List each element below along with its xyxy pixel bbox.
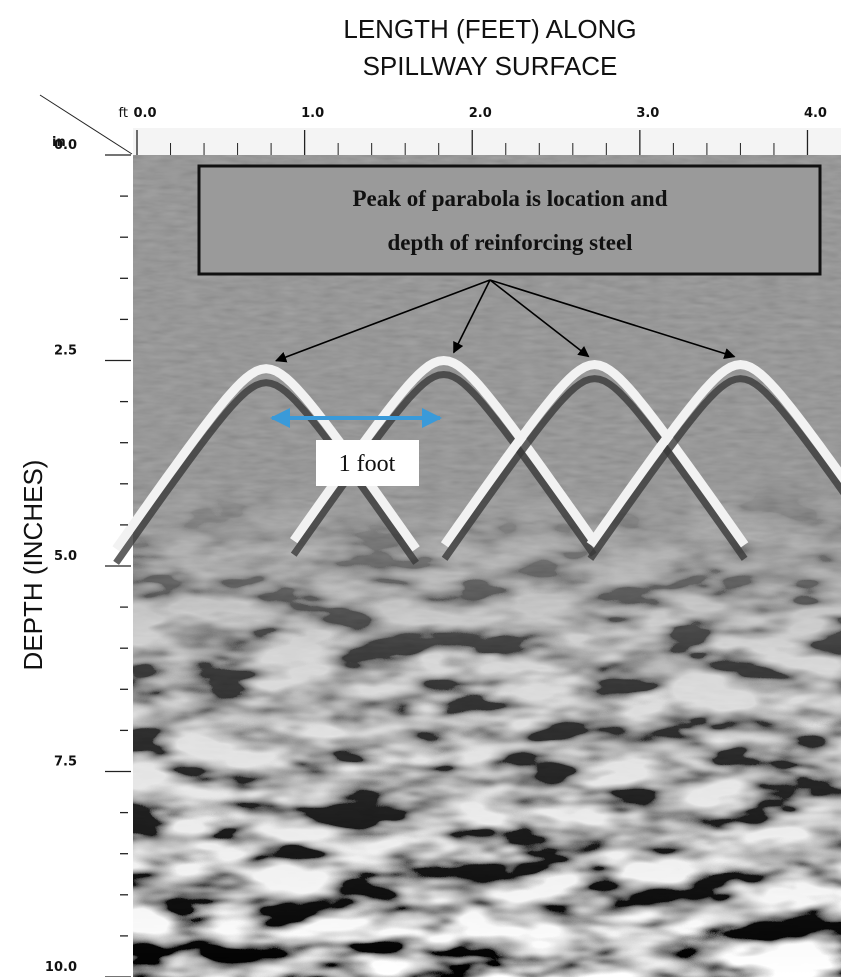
x-axis-title: LENGTH (FEET) ALONG: [343, 14, 636, 44]
deep-reflections: [133, 480, 841, 977]
pointer-arrow: [489, 279, 590, 358]
x-unit: ft: [119, 106, 128, 121]
reflection-shadow: [441, 375, 748, 561]
x-axis-strip: [133, 128, 841, 155]
y-tick-label: 5.0: [54, 549, 77, 564]
x-tick-label: 4.0: [804, 106, 827, 121]
x-tick-label: 2.0: [469, 106, 492, 121]
corner-diagonal: [39, 94, 133, 155]
reflection-shadow: [587, 375, 841, 561]
annotation-box: [197, 164, 822, 276]
annotation: Peak of parabola is location and depth o…: [197, 164, 822, 486]
y-unit: in: [52, 135, 66, 150]
plot-area: [112, 155, 841, 977]
x-tick-label: 3.0: [636, 106, 659, 121]
reflection-shadow: [113, 379, 419, 565]
pointer-arrow: [275, 279, 491, 363]
scale-label: 1 foot: [339, 451, 396, 477]
y-tick-label: 10.0: [45, 960, 77, 975]
y-tick-label: 2.5: [54, 344, 77, 359]
pointer-arrow: [453, 279, 491, 354]
annotation-text: depth of reinforcing steel: [387, 230, 632, 255]
x-axis-title: SPILLWAY SURFACE: [363, 51, 618, 81]
scale-box: [316, 440, 419, 486]
annotation-text: Peak of parabola is location and: [352, 186, 667, 211]
reflection: [440, 360, 749, 548]
y-tick-label: 0.0: [54, 138, 77, 153]
x-tick-label: 0.0: [133, 106, 156, 121]
pointer-arrow: [489, 279, 736, 359]
reflection: [586, 360, 841, 548]
x-tick-label: 1.0: [301, 106, 324, 121]
y-axis-title: DEPTH (INCHES): [18, 460, 48, 671]
y-tick-label: 7.5: [54, 755, 77, 770]
